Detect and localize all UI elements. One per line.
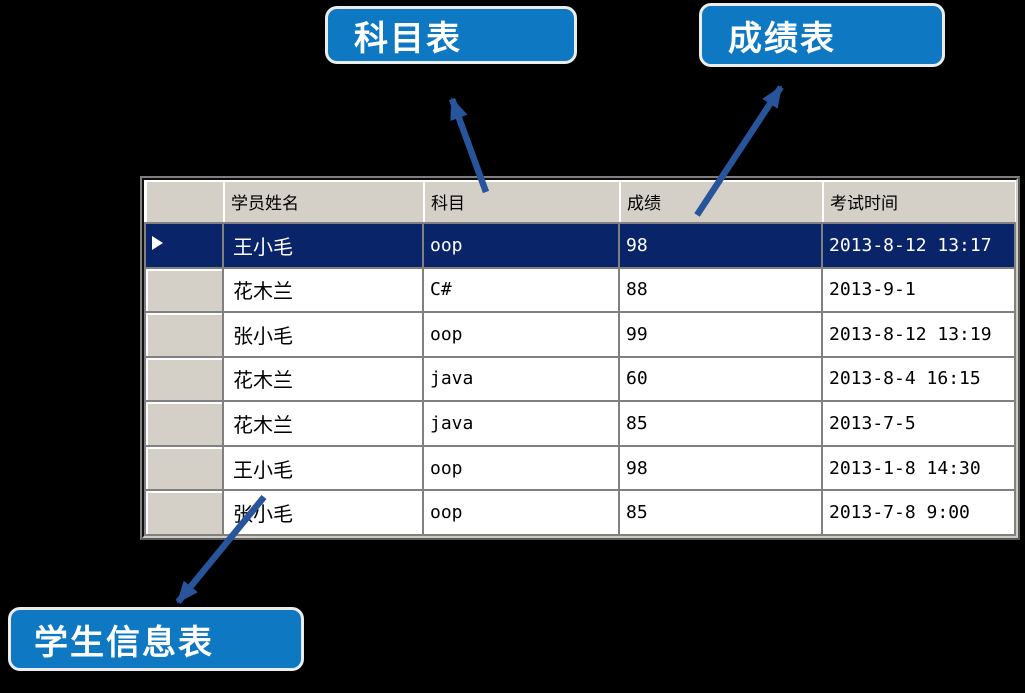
cell-exam-time[interactable]: 2013-8-4 16:15 bbox=[821, 355, 1016, 403]
cell-subject[interactable]: java bbox=[422, 355, 620, 403]
row-header-cell[interactable] bbox=[144, 400, 224, 447]
row-header-cell[interactable] bbox=[144, 489, 224, 536]
row-header-cell[interactable] bbox=[144, 266, 224, 314]
row-header-cell[interactable] bbox=[144, 222, 224, 269]
column-header-score[interactable]: 成绩 bbox=[619, 180, 822, 224]
row-header-cell[interactable] bbox=[144, 444, 224, 492]
cell-student-name[interactable]: 张小毛 bbox=[222, 311, 424, 358]
cell-student-name[interactable]: 花木兰 bbox=[222, 266, 424, 314]
corner-header-cell[interactable] bbox=[145, 180, 223, 224]
column-header-subject[interactable]: 科目 bbox=[423, 180, 619, 224]
cell-exam-time[interactable]: 2013-7-8 9:00 bbox=[821, 489, 1016, 536]
cell-student-name[interactable]: 花木兰 bbox=[222, 400, 424, 447]
column-header-exam-time[interactable]: 考试时间 bbox=[822, 180, 1015, 224]
callout-subject-table: 科目表 bbox=[325, 6, 577, 64]
callout-student-info-table-label: 学生信息表 bbox=[34, 623, 214, 662]
student-scores-table: 学员姓名 科目 成绩 考试时间 王小毛 oop 98 2013-8-12 13:… bbox=[144, 180, 1016, 536]
table-row[interactable]: 花木兰 C# 88 2013-9-1 bbox=[144, 266, 1016, 314]
cell-score[interactable]: 98 bbox=[618, 444, 823, 492]
table-row[interactable]: 花木兰 java 60 2013-8-4 16:15 bbox=[144, 355, 1016, 403]
cell-student-name[interactable]: 王小毛 bbox=[222, 222, 424, 269]
column-header-student-name[interactable]: 学员姓名 bbox=[223, 180, 423, 224]
cell-score[interactable]: 99 bbox=[618, 311, 823, 358]
cell-exam-time[interactable]: 2013-8-12 13:17 bbox=[821, 222, 1016, 269]
table-row[interactable]: 张小毛 oop 85 2013-7-8 9:00 bbox=[144, 489, 1016, 536]
cell-score[interactable]: 60 bbox=[618, 355, 823, 403]
table-row[interactable]: 王小毛 oop 98 2013-8-12 13:17 bbox=[144, 222, 1016, 269]
cell-subject[interactable]: C# bbox=[422, 266, 620, 314]
callout-score-table: 成绩表 bbox=[699, 3, 945, 67]
header-row: 学员姓名 科目 成绩 考试时间 bbox=[145, 180, 1015, 224]
cell-score[interactable]: 98 bbox=[618, 222, 823, 269]
callout-score-table-label: 成绩表 bbox=[728, 19, 836, 58]
cell-student-name[interactable]: 王小毛 bbox=[222, 444, 424, 492]
cell-subject[interactable]: oop bbox=[422, 222, 620, 269]
table-row[interactable]: 花木兰 java 85 2013-7-5 bbox=[144, 400, 1016, 447]
table-row[interactable]: 王小毛 oop 98 2013-1-8 14:30 bbox=[144, 444, 1016, 492]
data-grid-frame: 学员姓名 科目 成绩 考试时间 王小毛 oop 98 2013-8-12 13:… bbox=[140, 176, 1020, 540]
cell-exam-time[interactable]: 2013-8-12 13:19 bbox=[821, 311, 1016, 358]
cell-student-name[interactable]: 花木兰 bbox=[222, 355, 424, 403]
callout-subject-table-label: 科目表 bbox=[354, 19, 462, 58]
table-row[interactable]: 张小毛 oop 99 2013-8-12 13:19 bbox=[144, 311, 1016, 358]
cell-exam-time[interactable]: 2013-7-5 bbox=[821, 400, 1016, 447]
row-header-cell[interactable] bbox=[144, 355, 224, 403]
row-header-cell[interactable] bbox=[144, 311, 224, 358]
cell-student-name[interactable]: 张小毛 bbox=[222, 489, 424, 536]
cell-subject[interactable]: oop bbox=[422, 444, 620, 492]
cell-exam-time[interactable]: 2013-1-8 14:30 bbox=[821, 444, 1016, 492]
current-row-icon bbox=[152, 235, 163, 250]
cell-subject[interactable]: oop bbox=[422, 311, 620, 358]
grid-body: 王小毛 oop 98 2013-8-12 13:17 花木兰 C# 88 201… bbox=[144, 222, 1016, 536]
cell-score[interactable]: 85 bbox=[618, 400, 823, 447]
cell-subject[interactable]: oop bbox=[422, 489, 620, 536]
cell-score[interactable]: 88 bbox=[618, 266, 823, 314]
cell-exam-time[interactable]: 2013-9-1 bbox=[821, 266, 1016, 314]
cell-subject[interactable]: java bbox=[422, 400, 620, 447]
callout-student-info-table: 学生信息表 bbox=[8, 607, 304, 671]
data-grid: 学员姓名 科目 成绩 考试时间 王小毛 oop 98 2013-8-12 13:… bbox=[142, 178, 1018, 538]
cell-score[interactable]: 85 bbox=[618, 489, 823, 536]
